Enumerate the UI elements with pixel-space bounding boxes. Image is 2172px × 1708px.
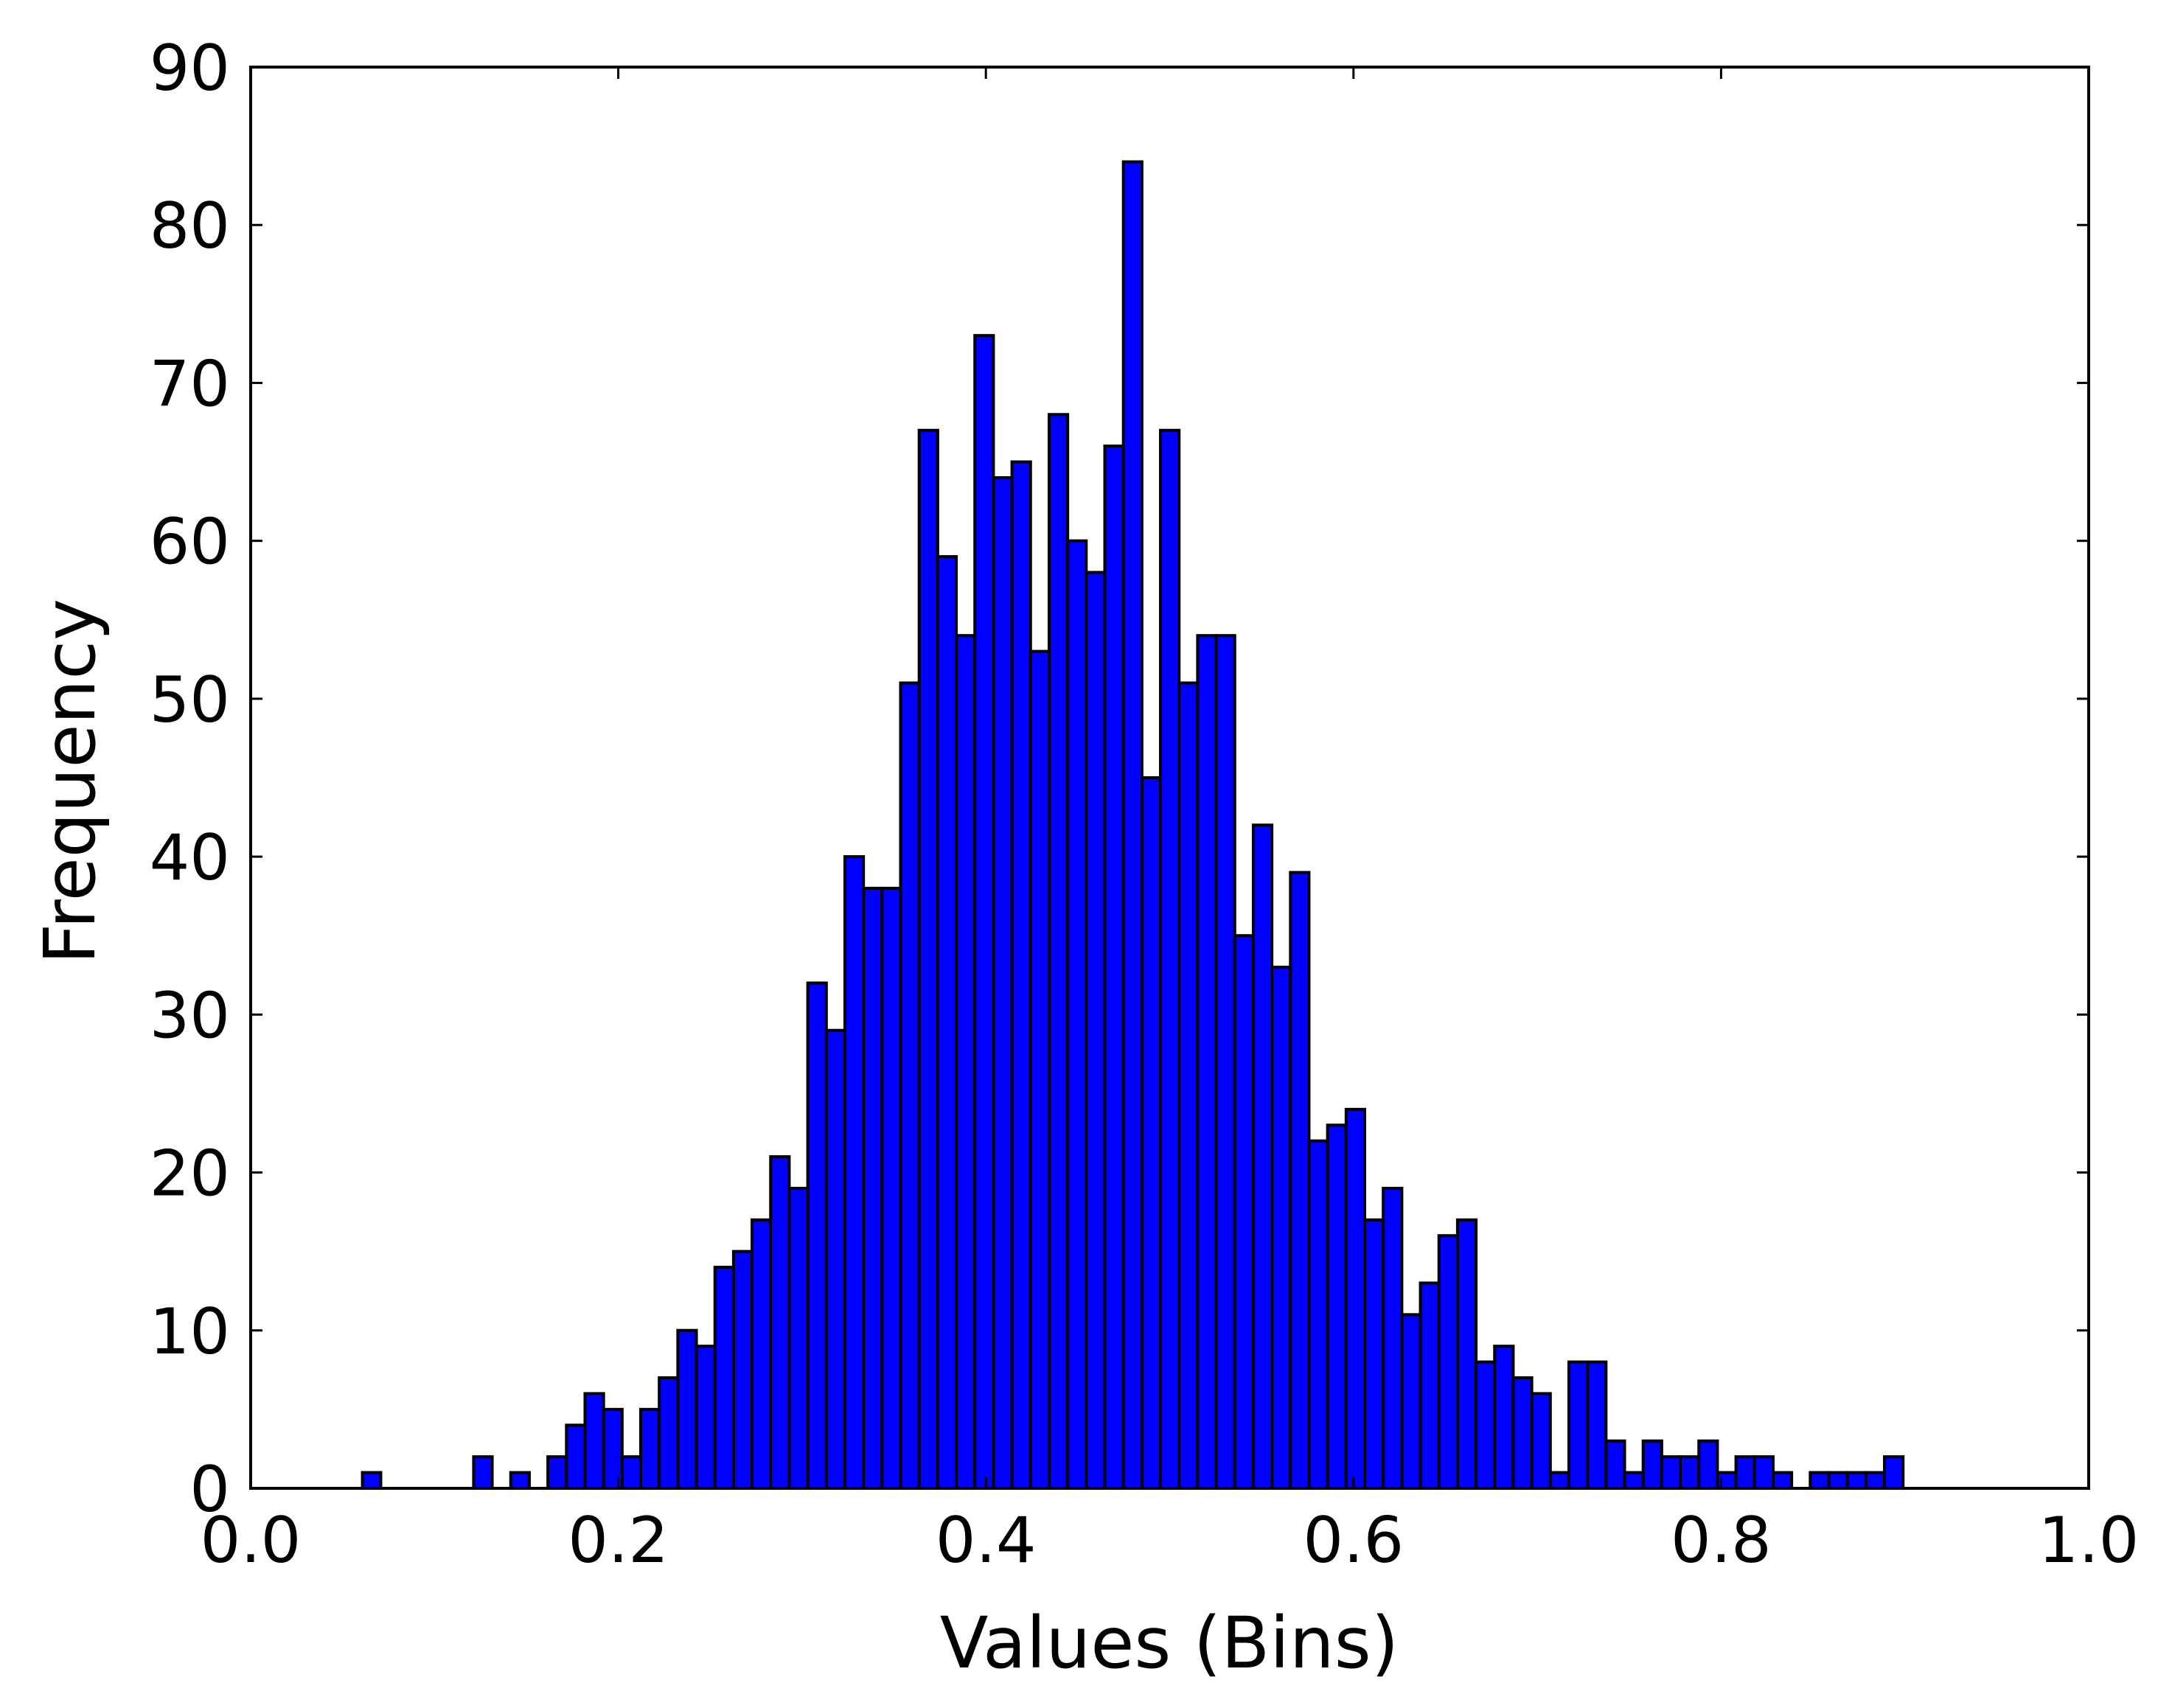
histogram-bar bbox=[1307, 1139, 1329, 1490]
histogram-bar bbox=[806, 981, 828, 1490]
y-tick-label: 90 bbox=[150, 32, 230, 105]
histogram-bar bbox=[1697, 1439, 1719, 1490]
histogram-bar bbox=[1010, 460, 1032, 1490]
histogram-bar bbox=[1066, 539, 1088, 1490]
histogram-bar bbox=[1604, 1439, 1626, 1490]
histogram-bar bbox=[1419, 1281, 1441, 1490]
histogram-bar bbox=[1530, 1392, 1552, 1490]
histogram-bar bbox=[1734, 1455, 1756, 1491]
histogram-bar bbox=[1363, 1218, 1385, 1490]
x-tick-label: 0.6 bbox=[1303, 1504, 1404, 1578]
histogram-bar bbox=[546, 1455, 568, 1491]
histogram-bar bbox=[1177, 681, 1200, 1490]
y-tick-label: 20 bbox=[150, 1137, 230, 1211]
histogram-bar bbox=[955, 634, 977, 1491]
histogram-bar bbox=[1028, 649, 1051, 1490]
histogram-bar bbox=[1493, 1345, 1515, 1490]
histogram-bar bbox=[824, 1028, 846, 1490]
histogram-bar bbox=[361, 1471, 383, 1490]
histogram-bar bbox=[1455, 1218, 1478, 1490]
histogram-bar bbox=[509, 1471, 531, 1490]
histogram-bar bbox=[1289, 871, 1311, 1490]
histogram-bar bbox=[1511, 1376, 1534, 1491]
histogram-bar bbox=[1196, 634, 1218, 1491]
histogram-bar bbox=[1214, 634, 1236, 1491]
y-tick-label: 50 bbox=[150, 663, 230, 737]
histogram-bar bbox=[1809, 1471, 1831, 1490]
histogram-bar bbox=[1270, 966, 1292, 1490]
histogram-bar bbox=[1752, 1455, 1775, 1491]
histogram-bar bbox=[565, 1423, 587, 1491]
histogram-bar bbox=[1400, 1313, 1422, 1490]
x-tick-label: 0.0 bbox=[201, 1504, 302, 1578]
y-axis-label: Frequency bbox=[29, 599, 111, 964]
histogram-bar bbox=[472, 1455, 494, 1491]
histogram-bar bbox=[1845, 1471, 1868, 1490]
histogram-bar bbox=[583, 1392, 605, 1490]
y-tick-label: 70 bbox=[150, 347, 230, 421]
histogram-bar bbox=[1586, 1360, 1608, 1490]
histogram-bar bbox=[695, 1345, 717, 1490]
y-tick-label: 10 bbox=[150, 1295, 230, 1369]
histogram-bar bbox=[1641, 1439, 1663, 1490]
histogram-bar bbox=[620, 1455, 643, 1491]
histogram-bar bbox=[1475, 1360, 1497, 1490]
x-tick-label: 0.2 bbox=[568, 1504, 669, 1578]
histogram-bar bbox=[1827, 1471, 1849, 1490]
histogram-bar bbox=[1660, 1455, 1682, 1491]
histogram-bar bbox=[751, 1218, 773, 1490]
histogram-bar bbox=[1047, 413, 1070, 1490]
histogram-bar bbox=[1623, 1471, 1645, 1490]
y-tick-label: 30 bbox=[150, 979, 230, 1053]
histogram-bar bbox=[917, 428, 939, 1491]
histogram-bar bbox=[1326, 1123, 1348, 1491]
plot-frame bbox=[249, 66, 2090, 1490]
histogram-bar bbox=[1382, 1186, 1404, 1490]
histogram-bar bbox=[1771, 1471, 1794, 1490]
histogram-bar bbox=[787, 1186, 810, 1490]
histogram-bar bbox=[1548, 1471, 1570, 1490]
histogram-bar bbox=[1567, 1360, 1590, 1490]
histogram-bar bbox=[676, 1328, 698, 1491]
histogram-bar bbox=[973, 334, 995, 1490]
histogram-bar bbox=[1233, 934, 1255, 1490]
x-tick-label: 0.8 bbox=[1671, 1504, 1772, 1578]
histogram-bar bbox=[1121, 160, 1144, 1490]
histogram-bar bbox=[1344, 1107, 1367, 1490]
histogram-bar bbox=[1159, 428, 1181, 1491]
histogram-bar bbox=[1085, 571, 1107, 1490]
histogram-bar bbox=[880, 886, 902, 1490]
y-tick-label: 60 bbox=[150, 506, 230, 579]
x-tick-label: 1.0 bbox=[2039, 1504, 2140, 1578]
histogram-bar bbox=[992, 475, 1014, 1490]
histogram-bar bbox=[1103, 445, 1125, 1490]
histogram-bar bbox=[731, 1249, 754, 1491]
histogram-bar bbox=[713, 1266, 735, 1490]
histogram-bar bbox=[1679, 1455, 1701, 1491]
histogram-bar bbox=[639, 1407, 661, 1491]
x-tick-label: 0.4 bbox=[936, 1504, 1037, 1578]
y-tick-label: 0 bbox=[189, 1453, 230, 1527]
x-axis-label: Values (Bins) bbox=[940, 1602, 1399, 1684]
histogram-bar bbox=[1864, 1471, 1887, 1490]
histogram-bar bbox=[843, 855, 866, 1490]
histogram-bar bbox=[769, 1155, 791, 1490]
histogram-bar bbox=[1140, 776, 1163, 1490]
histogram-bar bbox=[602, 1407, 624, 1491]
histogram-bar bbox=[936, 555, 958, 1491]
histogram-bar bbox=[862, 886, 884, 1490]
histogram-bar bbox=[1251, 823, 1274, 1490]
tick-labels-layer: 0.0 0.2 0.4 0.6 0.8 1.0 0 10 20 30 40 50 60 70 80 90 bbox=[150, 32, 2140, 1578]
histogram-bar bbox=[1437, 1234, 1459, 1490]
y-tick-label: 80 bbox=[150, 189, 230, 263]
histogram-bar bbox=[1883, 1455, 1905, 1491]
histogram-bar bbox=[658, 1376, 680, 1491]
y-tick-label: 40 bbox=[150, 821, 230, 895]
histogram-bar bbox=[899, 681, 921, 1490]
